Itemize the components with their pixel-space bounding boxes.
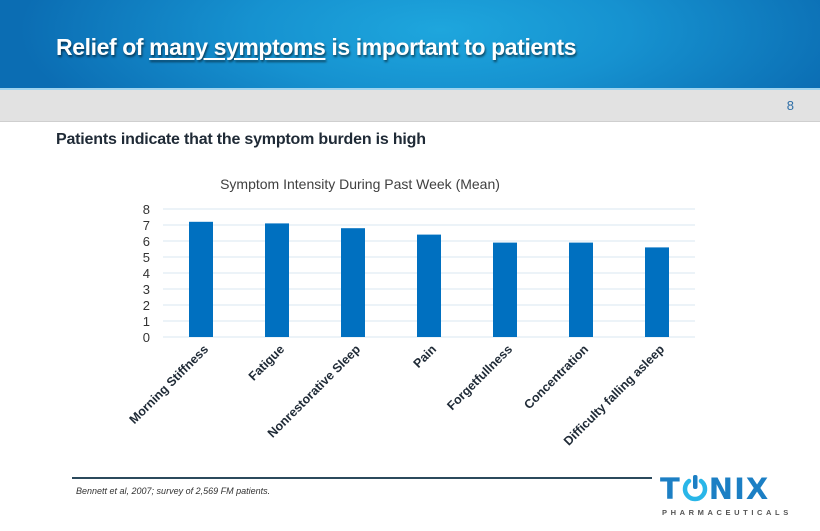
logo-tagline: PHARMACEUTICALS (662, 508, 792, 517)
logo-letter-t: T (660, 472, 681, 506)
y-tick-label: 2 (143, 298, 150, 313)
y-tick-label: 3 (143, 282, 150, 297)
y-tick-label: 4 (143, 266, 150, 281)
sub-bar (0, 90, 820, 122)
y-tick-label: 0 (143, 330, 150, 345)
footer-divider (72, 477, 652, 479)
bar-difficulty-falling-asleep (645, 247, 669, 337)
x-tick-label: Pain (411, 342, 440, 371)
x-tick-label: Fatigue (246, 342, 287, 383)
x-tick-label: Concentration (521, 342, 591, 412)
bar-morning-stiffness (189, 221, 213, 337)
bars (189, 221, 669, 337)
title-emphasis: many symptoms (149, 34, 326, 60)
y-tick-label: 8 (143, 202, 150, 217)
slide-title: Relief of many symptoms is important to … (56, 34, 577, 61)
chart-title: Symptom Intensity During Past Week (Mean… (220, 176, 500, 192)
slide-subtitle: Patients indicate that the symptom burde… (56, 131, 426, 148)
slide-number: 8 (786, 98, 794, 113)
banner-edge (0, 88, 820, 90)
bar-pain (417, 234, 441, 337)
bar-concentration (569, 242, 593, 337)
x-tick-label: Morning Stiffness (127, 342, 212, 427)
bar-fatigue (265, 223, 289, 337)
tonix-logo: T NIX PHARMACEUTICALS (660, 472, 800, 522)
title-prefix: Relief of (56, 34, 150, 60)
x-tick-label: Forgetfullness (444, 342, 515, 413)
y-tick-label: 5 (143, 250, 150, 265)
y-tick-label: 1 (143, 314, 150, 329)
logo-wordmark: T NIX (660, 472, 769, 506)
title-banner: Relief of many symptoms is important to … (0, 0, 820, 88)
title-suffix: is important to patients (325, 34, 577, 60)
bar-forgetfullness (493, 242, 517, 337)
logo-letters-nix: NIX (708, 472, 770, 506)
y-tick-label: 7 (143, 218, 150, 233)
y-tick-label: 6 (143, 234, 150, 249)
power-button-icon (681, 472, 709, 502)
footnote-citation: Bennett et al, 2007; survey of 2,569 FM … (76, 486, 271, 496)
bar-nonrestorative-sleep (341, 228, 365, 337)
